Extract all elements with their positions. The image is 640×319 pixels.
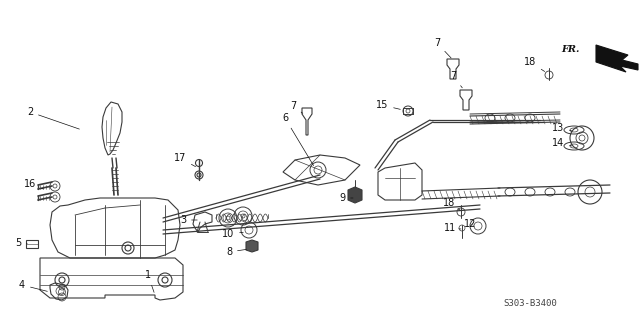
Text: 18: 18 bbox=[443, 198, 460, 210]
Text: 7: 7 bbox=[450, 71, 462, 88]
Polygon shape bbox=[348, 187, 362, 203]
Text: 13: 13 bbox=[552, 123, 572, 133]
Text: 7: 7 bbox=[434, 38, 451, 58]
Text: 7: 7 bbox=[290, 101, 303, 113]
Text: 16: 16 bbox=[24, 179, 44, 189]
Text: 1: 1 bbox=[145, 270, 154, 293]
Text: 10: 10 bbox=[222, 229, 243, 239]
Text: 18: 18 bbox=[524, 57, 545, 71]
Text: 2: 2 bbox=[27, 107, 79, 129]
Text: 17: 17 bbox=[174, 153, 196, 167]
Text: 9: 9 bbox=[339, 193, 353, 203]
Text: 15: 15 bbox=[376, 100, 400, 110]
Polygon shape bbox=[246, 240, 258, 252]
Text: 11: 11 bbox=[444, 223, 461, 233]
Text: 14: 14 bbox=[552, 138, 572, 148]
Polygon shape bbox=[596, 45, 638, 72]
Text: 12: 12 bbox=[464, 219, 476, 229]
Text: 4: 4 bbox=[19, 280, 47, 291]
Text: 5: 5 bbox=[15, 238, 28, 248]
Text: 8: 8 bbox=[226, 247, 246, 257]
Text: 3: 3 bbox=[180, 215, 197, 225]
Text: FR.: FR. bbox=[562, 46, 580, 55]
Text: 6: 6 bbox=[282, 113, 314, 166]
Text: S303-B3400: S303-B3400 bbox=[503, 299, 557, 308]
